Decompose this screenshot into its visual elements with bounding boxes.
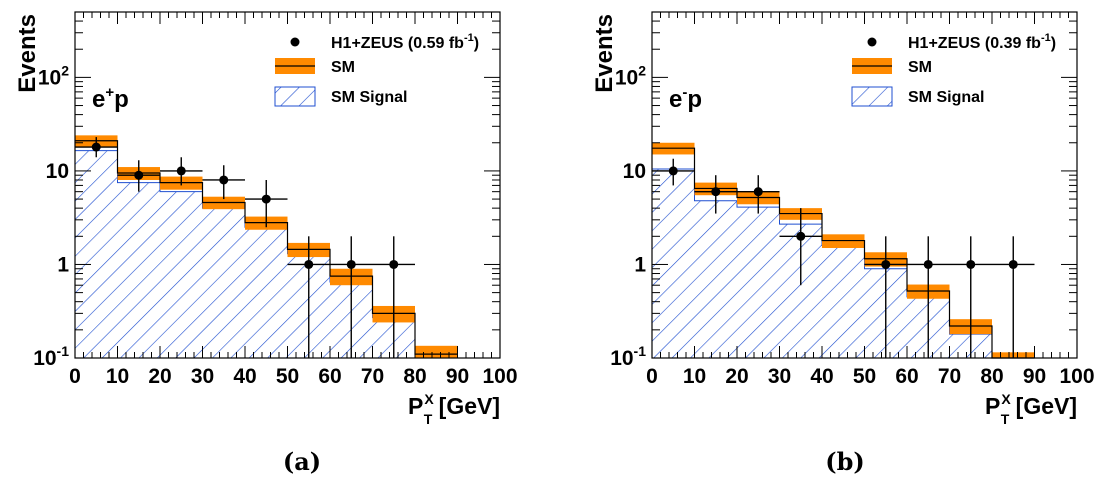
data-point	[346, 259, 356, 269]
x-tick-label: 50	[853, 365, 876, 388]
data-point	[668, 166, 678, 176]
y-tick-label: 102	[615, 62, 646, 89]
data-point	[966, 259, 976, 269]
legend-signal-label: SM Signal	[908, 89, 984, 106]
x-tick-label: 100	[1059, 365, 1094, 388]
y-axis-label: Events	[591, 14, 618, 93]
data-point	[881, 259, 891, 269]
x-axis-label: PX T [GeV]	[985, 391, 1077, 427]
legend-signal-label: SM Signal	[331, 89, 407, 106]
data-point	[711, 187, 721, 197]
x-tick-label: 20	[725, 365, 748, 388]
x-tick-label: 60	[895, 365, 918, 388]
signal-hatched-area	[652, 168, 1035, 358]
legend-data-marker	[290, 37, 300, 47]
x-tick-label: 20	[148, 365, 171, 388]
x-tick-label: 70	[361, 365, 384, 388]
signal-hatched-area	[75, 150, 458, 358]
x-tick-label: 0	[69, 365, 81, 388]
y-tick-label: 1	[634, 253, 646, 276]
y-tick-label: 10	[46, 160, 69, 183]
legend-signal-swatch	[851, 86, 893, 107]
legend-data-marker	[867, 37, 877, 47]
x-tick-label: 30	[191, 365, 214, 388]
data-point	[923, 259, 933, 269]
data-point	[261, 194, 271, 204]
x-tick-label: 40	[233, 365, 256, 388]
y-tick-label: 10	[623, 160, 646, 183]
x-axis-label: PX T [GeV]	[408, 391, 500, 427]
data-point	[134, 170, 144, 180]
data-point	[796, 231, 806, 241]
x-tick-label: 50	[276, 365, 299, 388]
process-label: e+p	[92, 84, 129, 113]
x-tick-label: 60	[318, 365, 341, 388]
y-tick-label: 10-1	[33, 343, 69, 370]
sm-band-bin	[415, 345, 458, 358]
x-tick-label: 80	[403, 365, 426, 388]
data-point	[304, 259, 314, 269]
x-tick-label: 10	[106, 365, 129, 388]
data-point	[219, 175, 229, 185]
x-tick-label: 80	[980, 365, 1003, 388]
y-axis-label: Events	[14, 14, 41, 93]
legend-sm-label: SM	[331, 59, 355, 76]
panel-b-caption: (b)	[825, 447, 865, 476]
data-point	[389, 259, 399, 269]
x-tick-label: 100	[482, 365, 517, 388]
x-tick-label: 40	[810, 365, 833, 388]
sm-central-line	[652, 147, 1035, 359]
legend-data-label: H1+ZEUS (0.59 fb-1)	[331, 32, 479, 52]
data-point	[1008, 259, 1018, 269]
x-tick-label: 30	[768, 365, 791, 388]
panel-a-caption: (a)	[283, 447, 321, 476]
x-tick-label: 90	[446, 365, 469, 388]
x-tick-label: 90	[1023, 365, 1046, 388]
y-tick-label: 102	[38, 62, 69, 89]
data-point	[91, 142, 101, 152]
legend-sm-label: SM	[908, 59, 932, 76]
data-point	[176, 166, 186, 176]
y-tick-label: 1	[57, 253, 69, 276]
x-tick-label: 10	[683, 365, 706, 388]
legend-signal-swatch	[274, 86, 316, 107]
legend-data-label: H1+ZEUS (0.39 fb-1)	[908, 32, 1056, 52]
x-tick-label: 0	[646, 365, 658, 388]
x-tick-label: 70	[938, 365, 961, 388]
y-tick-label: 10-1	[610, 343, 646, 370]
process-label: e-p	[669, 84, 702, 113]
data-point	[753, 187, 763, 197]
